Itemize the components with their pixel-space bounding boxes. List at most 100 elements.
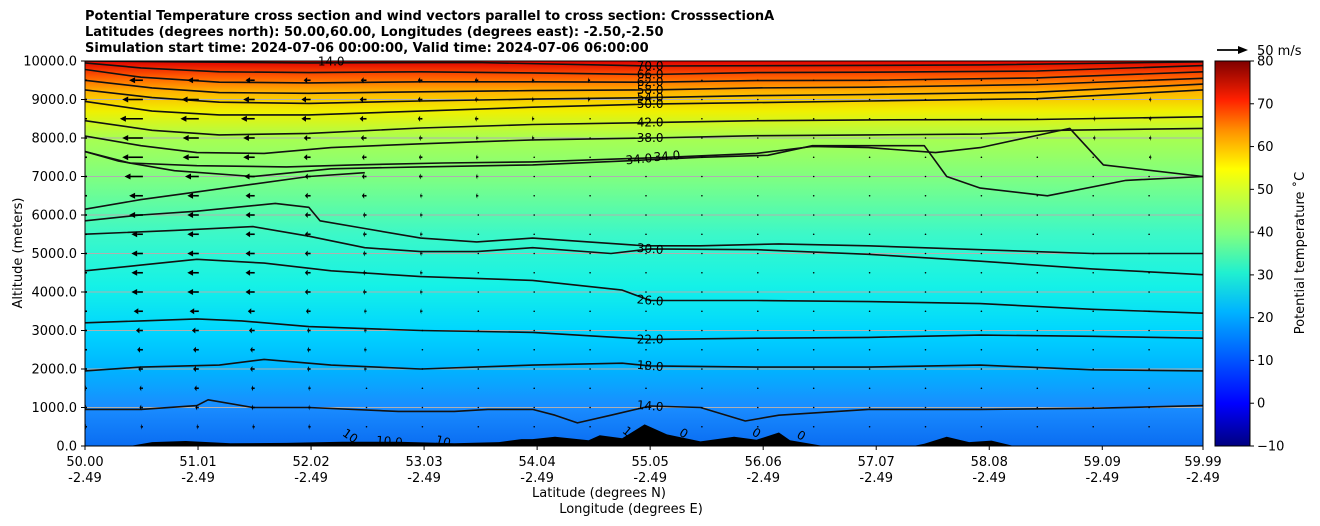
wind-vector (701, 175, 703, 178)
x-tick-label-lat: 54.04 (519, 455, 556, 470)
wind-vector (182, 135, 199, 141)
x-tick-label-lat: 59.09 (1084, 455, 1121, 470)
wind-vector (191, 327, 199, 334)
colorbar-tick-label: 70 (1257, 97, 1274, 112)
wind-vector (301, 115, 311, 122)
wind-vector (181, 96, 199, 103)
contour-line (85, 258, 1203, 314)
wind-vector (812, 233, 815, 236)
wind-vector (533, 252, 535, 255)
wind-vector (701, 79, 703, 82)
wind-vector (1036, 137, 1039, 139)
wind-vector (247, 308, 255, 315)
wind-vector (757, 291, 759, 293)
wind-vector (477, 368, 480, 370)
contour-label: 22.0 (637, 332, 664, 346)
wind-vector (924, 348, 927, 351)
wind-vector (195, 404, 199, 411)
wind-vector (645, 233, 647, 236)
wind-vector (474, 96, 479, 103)
wind-vector (868, 194, 871, 197)
wind-vector (304, 212, 311, 218)
wind-vector (420, 192, 423, 199)
wind-vector (757, 252, 759, 255)
wind-vector (589, 117, 591, 120)
wind-vectors (85, 77, 1206, 430)
wind-vector (812, 79, 815, 82)
wind-vector (701, 387, 703, 390)
wind-vector (361, 173, 367, 180)
wind-vector (360, 135, 367, 141)
wind-vector (980, 233, 983, 236)
grid-lines (85, 99, 1203, 408)
wind-vector (421, 348, 424, 351)
wind-vector (359, 96, 367, 103)
wind-vector (757, 406, 759, 409)
wind-vector (868, 233, 871, 236)
wind-vector (531, 135, 535, 141)
wind-vector (701, 214, 703, 216)
y-tick-label: 2000.0 (32, 363, 78, 378)
wind-vector (1148, 233, 1150, 236)
wind-vector (757, 368, 759, 370)
wind-vector (1092, 79, 1094, 82)
wind-vector (757, 329, 759, 332)
wind-vector (1204, 272, 1206, 274)
wind-vector (1148, 175, 1150, 178)
wind-vector (645, 98, 647, 101)
wind-vector (1036, 368, 1039, 370)
wind-vector (307, 346, 311, 353)
wind-vector (244, 173, 255, 180)
wind-vector (812, 252, 815, 255)
x-tick-label-lat: 53.03 (405, 455, 442, 470)
wind-vector (868, 117, 871, 120)
wind-vector (307, 327, 311, 334)
wind-vector (476, 192, 479, 199)
wind-vector (365, 387, 368, 390)
wind-vector (187, 269, 199, 276)
wind-vector (1093, 115, 1096, 122)
wind-vector (304, 231, 311, 238)
wind-vector (924, 387, 927, 390)
contour-line (85, 127, 1203, 178)
wind-vector (418, 154, 423, 161)
x-tick-label-lon: -2.49 (1186, 471, 1220, 486)
wind-vector (122, 135, 143, 141)
wind-vector (980, 175, 983, 178)
x-tick-label-lat: 56.06 (745, 455, 782, 470)
wind-vector (474, 115, 479, 122)
wind-vector (533, 310, 535, 313)
wind-vector (303, 77, 311, 84)
wind-vector (868, 271, 871, 274)
wind-vector (589, 406, 591, 409)
wind-vector (417, 96, 423, 103)
y-tick-label: 0.0 (56, 440, 77, 455)
wind-vector (1149, 154, 1152, 161)
colorbar-tick-label: 30 (1257, 268, 1274, 283)
y-tick-label: 7000.0 (32, 170, 78, 185)
wind-vector (701, 194, 703, 197)
wind-vector (1092, 329, 1094, 332)
wind-vector (308, 423, 311, 430)
plot-area: 70.066.062.058.054.050.0 42.038.0 34.0 34.0… (84, 54, 1206, 450)
wind-vector (477, 348, 480, 351)
wind-vector (924, 214, 927, 216)
wind-vector (240, 115, 255, 122)
wind-vector (307, 366, 311, 372)
wind-vector (421, 406, 424, 409)
wind-vector (1204, 233, 1206, 235)
wind-vector (757, 271, 759, 274)
wind-vector (1036, 291, 1039, 293)
wind-vector (1036, 310, 1039, 313)
wind-vector (812, 368, 815, 370)
wind-vector (589, 348, 591, 351)
wind-vector (701, 271, 703, 274)
x-tick-label-lat: 57.07 (858, 455, 895, 470)
wind-vector (1148, 387, 1150, 390)
wind-vector (645, 117, 647, 120)
wind-vector (868, 156, 871, 159)
wind-vector (1036, 271, 1039, 274)
wind-vector (589, 175, 591, 178)
wind-vector (187, 77, 199, 84)
